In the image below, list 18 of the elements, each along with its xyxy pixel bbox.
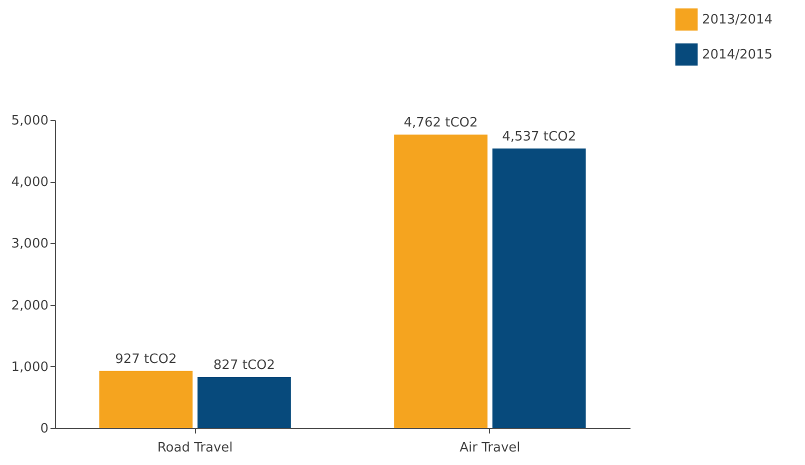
y-tick-label: 1,000 xyxy=(11,360,48,375)
legend-label: 2014/2015 xyxy=(702,48,773,62)
bar xyxy=(492,148,586,428)
legend-label: 2013/2014 xyxy=(702,12,773,28)
y-tick-label: 4,000 xyxy=(11,175,48,190)
y-tick-label: 0 xyxy=(40,422,48,436)
data-label: 827 tCO2 xyxy=(213,358,276,374)
bar xyxy=(198,377,291,428)
data-label: 4,537 tCO2 xyxy=(502,130,576,145)
x-tick-label: Air Travel xyxy=(460,440,520,456)
y-tick-label: 5,000 xyxy=(11,114,48,128)
y-tick-label: 2,000 xyxy=(11,298,48,314)
data-label: 927 tCO2 xyxy=(115,352,177,367)
x-tick-label: Road Travel xyxy=(157,440,233,456)
data-label: 4,762 tCO2 xyxy=(404,116,478,131)
bar xyxy=(394,134,488,428)
bar xyxy=(99,370,193,428)
y-tick-label: 3,000 xyxy=(11,236,48,252)
